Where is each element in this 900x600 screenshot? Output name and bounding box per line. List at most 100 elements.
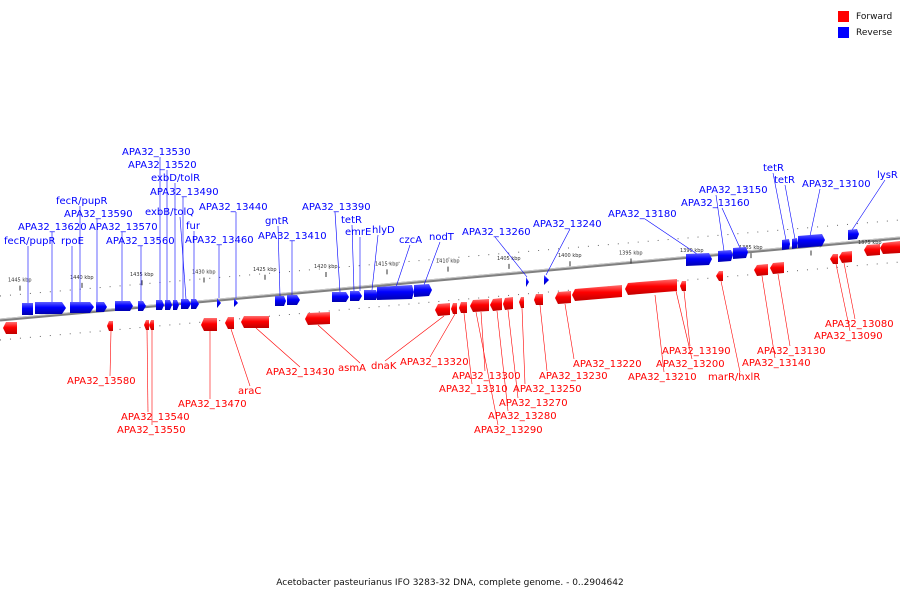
gene-forward[interactable] xyxy=(880,241,900,254)
label-leader-line xyxy=(784,184,796,240)
label-leader-line xyxy=(654,294,665,373)
label-leader-line xyxy=(480,311,486,372)
gene-reverse[interactable] xyxy=(782,239,790,250)
label-leader-line xyxy=(334,211,341,293)
legend-item-reverse: Reverse xyxy=(838,25,892,40)
scale-tick-label: 1375 kbp xyxy=(858,240,882,246)
gene-label: APA32_13190 xyxy=(662,346,731,357)
gene-reverse[interactable] xyxy=(364,290,378,300)
gene-label: APA32_13280 xyxy=(488,411,557,422)
gene-forward[interactable] xyxy=(680,281,686,291)
gene-forward[interactable] xyxy=(435,303,450,316)
gene-reverse[interactable] xyxy=(686,253,712,266)
gene-forward[interactable] xyxy=(770,262,784,274)
gene-forward[interactable] xyxy=(144,320,149,330)
gene-forward[interactable] xyxy=(555,291,571,304)
label-leader-line xyxy=(494,236,528,278)
gene-reverse[interactable] xyxy=(191,299,199,309)
gene-label: APA32_13210 xyxy=(628,372,697,383)
scale-tick-label: 1435 kbp xyxy=(130,272,154,278)
gene-reverse[interactable] xyxy=(287,295,300,305)
gene-label: APA32_13620 xyxy=(18,222,87,233)
gene-reverse[interactable] xyxy=(165,300,172,310)
gene-reverse[interactable] xyxy=(22,303,33,315)
gene-reverse[interactable] xyxy=(217,298,221,308)
gene-forward[interactable] xyxy=(503,297,513,310)
gene-reverse[interactable] xyxy=(544,275,549,285)
gene-label: APA32_13250 xyxy=(513,384,582,395)
gene-forward[interactable] xyxy=(459,302,467,313)
gene-forward[interactable] xyxy=(201,318,217,331)
gene-label: tetR xyxy=(774,175,795,186)
label-leader-line xyxy=(230,328,251,387)
gene-label: fur xyxy=(186,221,201,232)
gene-reverse[interactable] xyxy=(718,250,733,262)
gene-forward[interactable] xyxy=(572,285,622,301)
gene-label: APA32_13580 xyxy=(67,376,136,387)
gene-label: APA32_13540 xyxy=(121,412,190,423)
gene-label: dnaK xyxy=(371,361,397,372)
gene-label: APA32_13140 xyxy=(742,358,811,369)
gene-forward[interactable] xyxy=(864,244,880,256)
gene-reverse[interactable] xyxy=(234,298,238,307)
gene-forward[interactable] xyxy=(754,264,768,276)
scale-tick-label: 1400 kbp xyxy=(558,253,582,259)
gene-reverse[interactable] xyxy=(798,234,825,248)
gene-reverse[interactable] xyxy=(35,302,66,314)
gene-reverse[interactable] xyxy=(96,302,107,312)
gene-forward[interactable] xyxy=(225,317,234,329)
gene-reverse[interactable] xyxy=(377,285,414,300)
gene-reverse[interactable] xyxy=(526,277,529,287)
gene-label: APA32_13490 xyxy=(150,187,219,198)
gene-forward[interactable] xyxy=(830,254,838,264)
gene-label: APA32_13090 xyxy=(814,331,883,342)
gene-forward[interactable] xyxy=(3,322,17,334)
gene-reverse[interactable] xyxy=(733,247,748,259)
gene-label: APA32_13220 xyxy=(573,359,642,370)
scale-tick-label: 1430 kbp xyxy=(192,269,216,275)
gene-forward[interactable] xyxy=(241,316,269,328)
label-leader-line xyxy=(384,315,445,362)
label-leader-line xyxy=(843,262,856,320)
label-leader-line xyxy=(545,228,571,276)
gene-reverse[interactable] xyxy=(173,300,179,310)
gene-label: exbD/tolR xyxy=(151,173,200,184)
gene-reverse[interactable] xyxy=(275,296,286,306)
gene-forward[interactable] xyxy=(534,294,543,305)
label-leader-line xyxy=(777,273,791,347)
gene-label: APA32_13470 xyxy=(178,399,247,410)
gene-reverse[interactable] xyxy=(181,299,191,309)
gene-label: APA32_13430 xyxy=(266,367,335,378)
gene-forward[interactable] xyxy=(490,298,502,311)
scale-tick-label: 1420 kbp xyxy=(314,264,338,270)
gene-reverse[interactable] xyxy=(70,302,94,313)
gene-reverse[interactable] xyxy=(792,238,798,249)
gene-label: emrE xyxy=(345,227,371,238)
scale-tick-label: 1395 kbp xyxy=(619,250,643,256)
gene-label: APA32_13520 xyxy=(128,160,197,171)
gene-forward[interactable] xyxy=(625,279,677,295)
gene-reverse[interactable] xyxy=(115,301,133,311)
gene-reverse[interactable] xyxy=(350,291,362,301)
gene-forward[interactable] xyxy=(107,321,113,331)
gene-forward[interactable] xyxy=(470,299,489,312)
gene-forward[interactable] xyxy=(451,303,457,314)
gene-reverse[interactable] xyxy=(414,284,432,297)
gene-label: APA32_13550 xyxy=(117,425,186,436)
gene-forward[interactable] xyxy=(839,251,852,263)
legend-label-reverse: Reverse xyxy=(856,27,893,38)
gene-reverse[interactable] xyxy=(332,292,349,302)
forward-genes xyxy=(3,241,900,334)
gene-reverse[interactable] xyxy=(848,229,859,240)
gene-forward[interactable] xyxy=(149,320,154,330)
gene-label: gntR xyxy=(265,216,289,227)
gene-label: lysR xyxy=(877,170,898,181)
gene-forward[interactable] xyxy=(519,297,524,308)
gene-forward[interactable] xyxy=(716,271,723,281)
gene-label: APA32_13260 xyxy=(462,227,531,238)
gene-forward[interactable] xyxy=(305,312,330,325)
gene-reverse[interactable] xyxy=(156,300,164,310)
gene-reverse[interactable] xyxy=(138,301,146,311)
gene-label: APA32_13460 xyxy=(185,235,254,246)
